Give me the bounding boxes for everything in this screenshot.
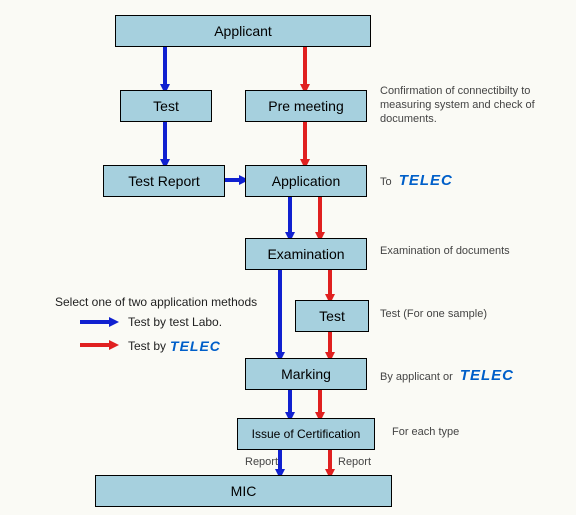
node-premeeting: Pre meeting [245, 90, 367, 122]
legend-item-red-prefix: Test by [128, 339, 166, 353]
annot-marking: By applicant or TELEC [380, 367, 514, 386]
annot-marking-prefix: By applicant or [380, 371, 453, 383]
node-application: Application [245, 165, 367, 197]
legend-title: Select one of two application methods [55, 295, 257, 309]
telec-logo-marking: TELEC [460, 367, 514, 384]
annot-test2: Test (For one sample) [380, 308, 487, 322]
legend-item-blue: Test by test Labo. [128, 315, 222, 329]
node-test2: Test [295, 300, 369, 332]
annot-issuecert: For each type [392, 426, 459, 440]
node-testreport: Test Report [103, 165, 225, 197]
annot-application: To TELEC [380, 172, 453, 191]
annot-examination: Examination of documents [380, 245, 510, 259]
telec-logo-application: TELEC [399, 172, 453, 189]
node-mic: MIC [95, 475, 392, 507]
annot-premeeting: Confirmation of connectibilty to measuri… [380, 85, 545, 126]
report-label-left: Report [245, 456, 278, 470]
node-test: Test [120, 90, 212, 122]
annot-application-prefix: To [380, 176, 392, 188]
node-marking: Marking [245, 358, 367, 390]
node-issuecert: Issue of Certification [237, 418, 375, 450]
legend-item-red: Test by TELEC [128, 338, 221, 354]
node-examination: Examination [245, 238, 367, 270]
report-label-right: Report [338, 456, 371, 470]
telec-logo-legend: TELEC [170, 338, 221, 354]
node-applicant: Applicant [115, 15, 371, 47]
